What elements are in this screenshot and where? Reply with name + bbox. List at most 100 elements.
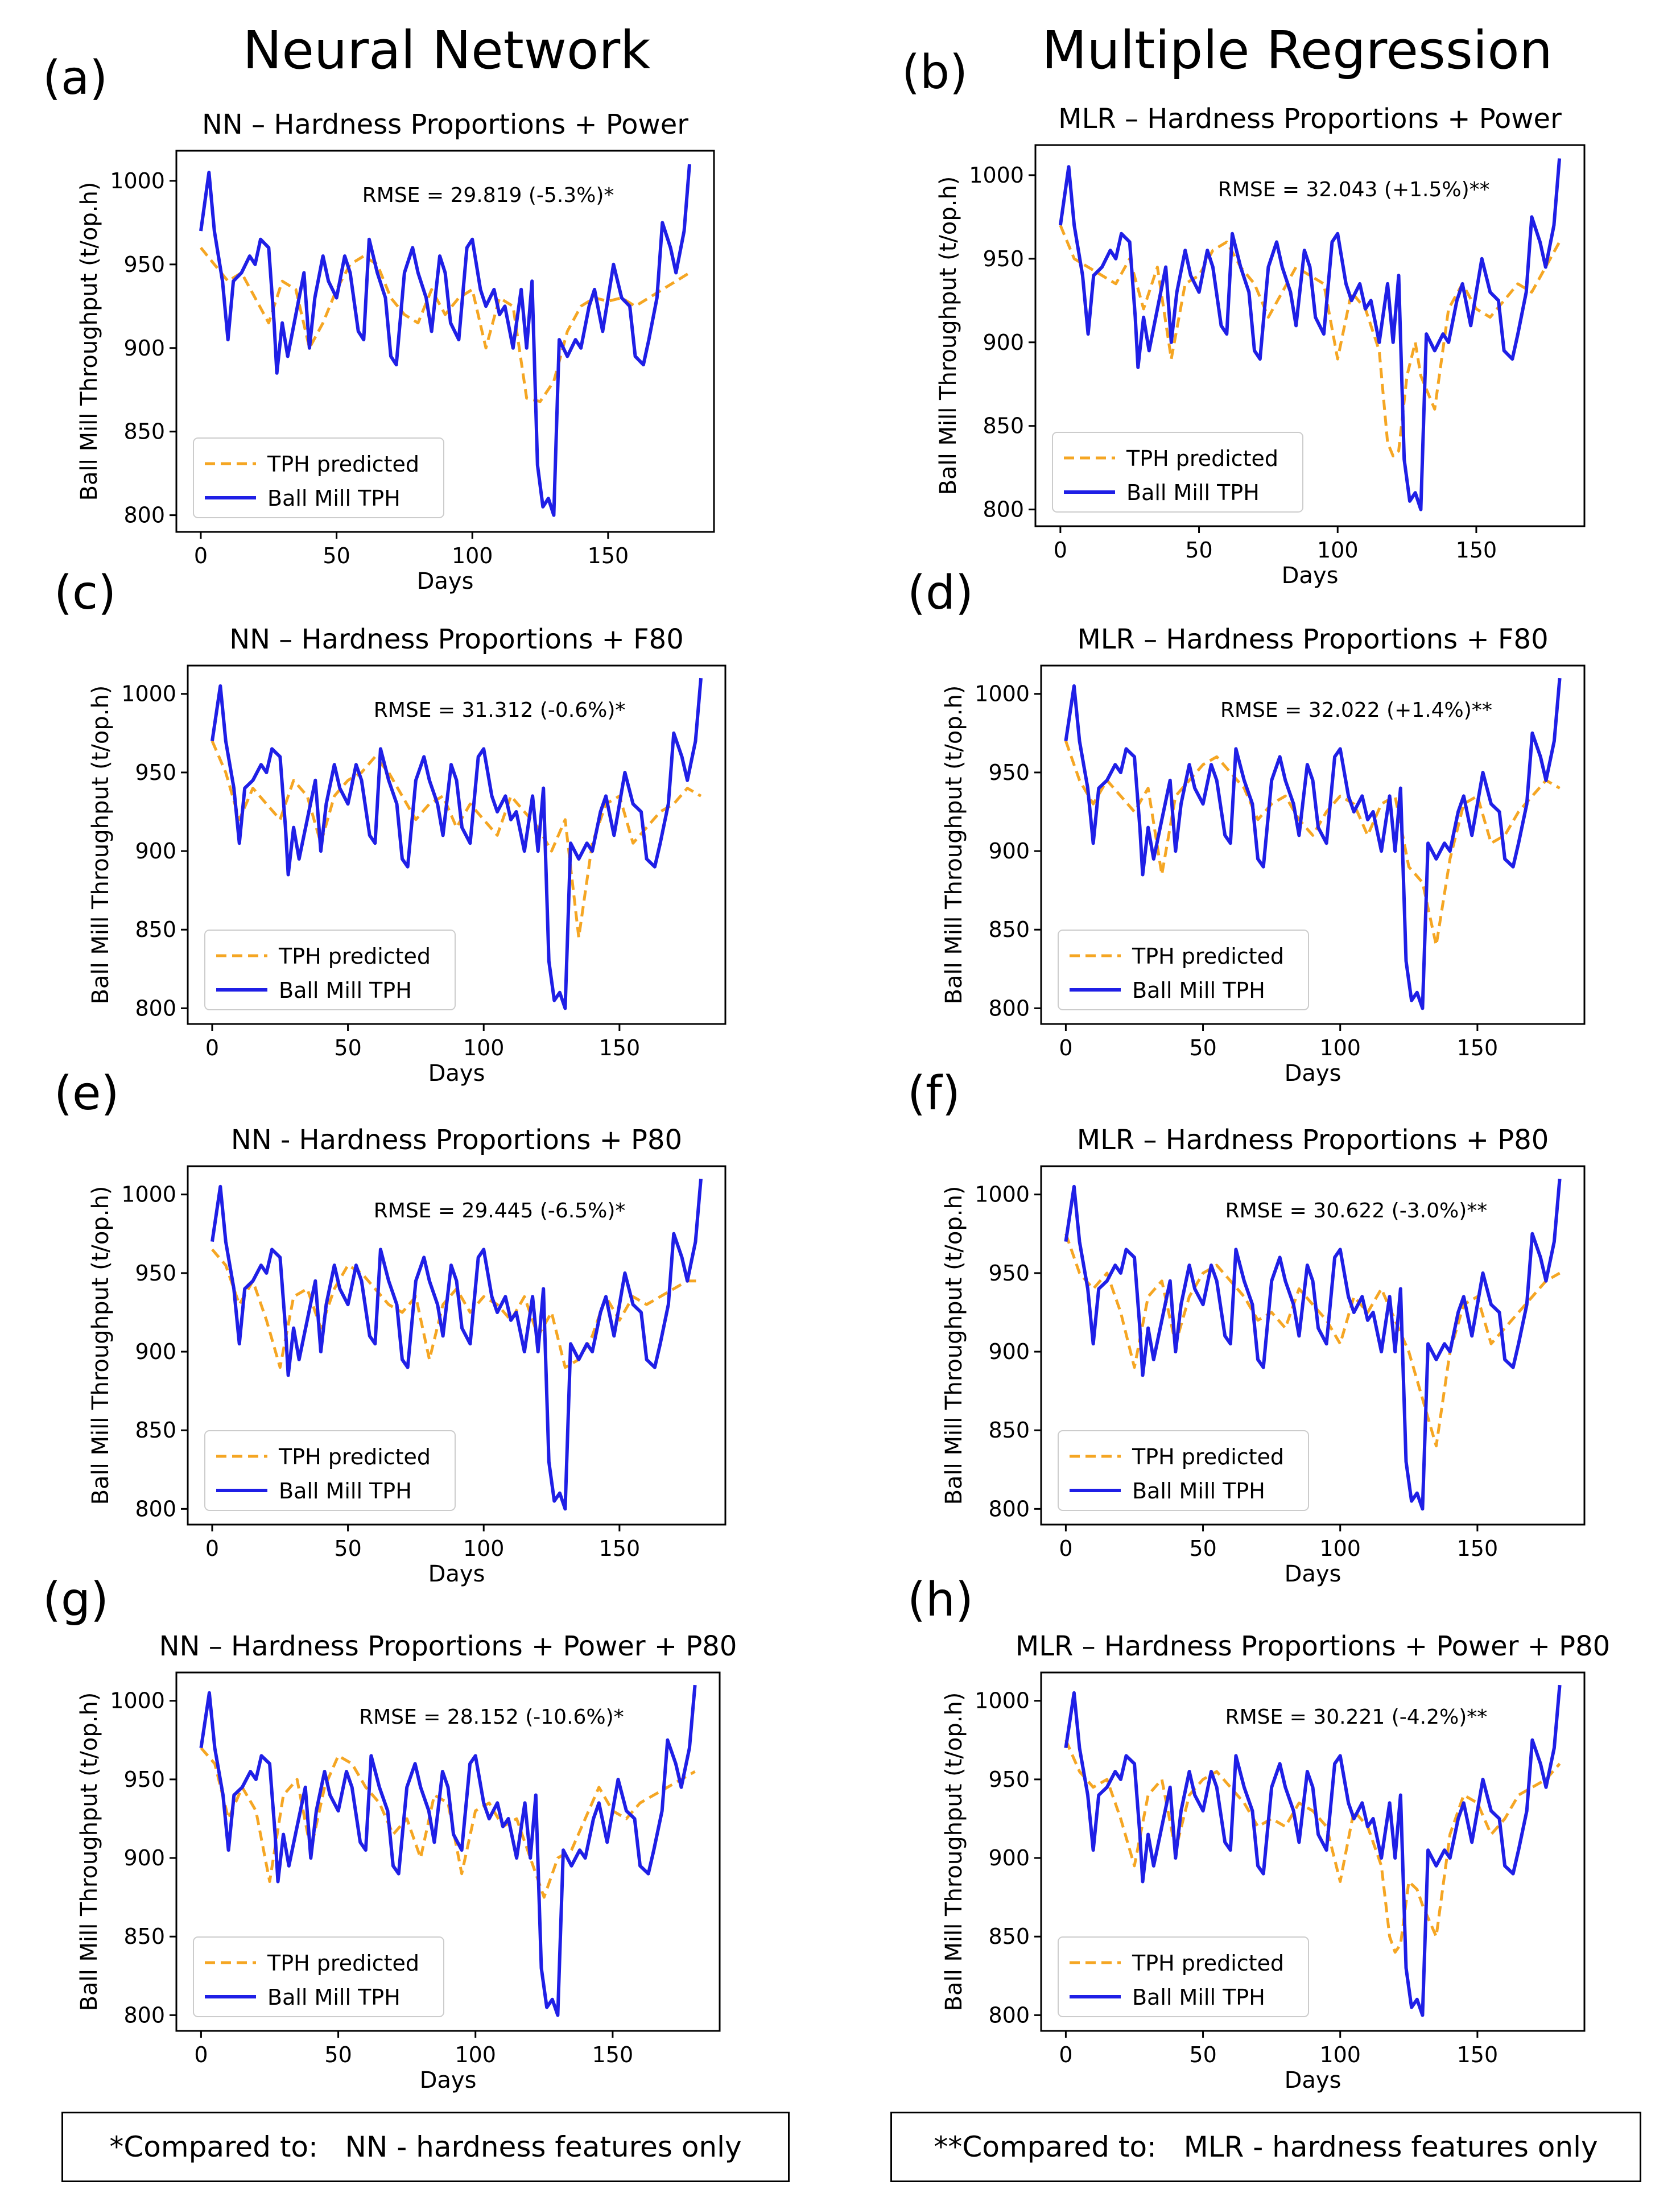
y-tick-label: 1000	[110, 1688, 165, 1713]
x-tick-label: 150	[588, 543, 629, 568]
rmse-annotation: RMSE = 32.022 (+1.4%)**	[1220, 699, 1492, 722]
y-axis-label: Ball Mill Throughput (t/op.h)	[88, 1186, 114, 1505]
y-axis-label: Ball Mill Throughput (t/op.h)	[76, 182, 102, 501]
rmse-annotation: RMSE = 31.312 (-0.6%)*	[374, 699, 626, 722]
panel-label: (f)	[907, 1067, 960, 1121]
x-tick-label: 50	[1189, 1536, 1216, 1561]
rmse-annotation: RMSE = 32.043 (+1.5%)**	[1218, 178, 1490, 201]
y-tick-label: 1000	[110, 168, 165, 193]
y-tick-label: 1000	[121, 1182, 176, 1207]
panel-label: (e)	[54, 1067, 119, 1121]
plot-frame	[187, 664, 727, 1025]
y-tick-label: 900	[135, 1339, 176, 1364]
x-tick-label: 150	[1457, 1035, 1499, 1060]
y-tick-label: 950	[135, 760, 176, 785]
rmse-annotation: RMSE = 28.152 (-10.6%)*	[359, 1705, 624, 1729]
chart-title: NN – Hardness Proportions + Power + P80	[159, 1630, 737, 1662]
y-tick-label: 950	[988, 760, 1030, 785]
legend-label: TPH predicted	[1132, 1951, 1284, 1976]
legend-label: Ball Mill TPH	[1132, 1985, 1265, 2010]
y-tick-label: 900	[983, 330, 1024, 355]
chart-title: MLR – Hardness Proportions + F80	[1077, 623, 1548, 655]
x-tick-label: 50	[324, 2042, 352, 2067]
y-tick-label: 800	[135, 1496, 176, 1521]
chart-title: MLR – Hardness Proportions + Power + P80	[1016, 1630, 1610, 1662]
x-tick-label: 150	[1456, 538, 1497, 563]
y-tick-label: 950	[135, 1261, 176, 1286]
y-tick-label: 1000	[121, 682, 176, 707]
y-tick-label: 850	[135, 917, 176, 942]
y-tick-label: 800	[123, 2002, 165, 2027]
panel-label: (d)	[907, 566, 973, 620]
series-line-actual	[1058, 158, 1562, 511]
rmse-annotation: RMSE = 29.819 (-5.3%)*	[362, 184, 614, 207]
legend-label: Ball Mill TPH	[267, 486, 401, 511]
x-axis-label: Days	[428, 1561, 485, 1587]
series-line-predicted	[1064, 1739, 1561, 1954]
panel-label: (b)	[902, 46, 968, 100]
series-line-predicted	[1059, 225, 1561, 458]
x-tick-label: 150	[592, 2042, 634, 2067]
y-tick-label: 900	[123, 1845, 165, 1870]
footnote-mlr: **Compared to: MLR - hardness features o…	[890, 2112, 1641, 2182]
y-axis-label: Ball Mill Throughput (t/op.h)	[76, 1692, 102, 2012]
rmse-annotation: RMSE = 30.622 (-3.0%)**	[1225, 1199, 1488, 1223]
chart-h: (h) MLR – Hardness Proportions + Power + …	[907, 1573, 1610, 2093]
panel-label: (h)	[907, 1573, 973, 1627]
legend-label: Ball Mill TPH	[1132, 978, 1265, 1003]
y-tick-label: 1000	[975, 1688, 1030, 1713]
x-tick-label: 0	[1054, 538, 1067, 563]
legend-label: Ball Mill TPH	[279, 978, 412, 1003]
x-tick-label: 100	[1317, 538, 1359, 563]
x-axis-label: Days	[1285, 1561, 1341, 1587]
x-tick-label: 100	[463, 1035, 505, 1060]
x-axis-label: Days	[1285, 1060, 1341, 1087]
x-tick-label: 50	[334, 1035, 361, 1060]
chart-d: (d) MLR – Hardness Proportions + F80 0 50 10…	[907, 566, 1586, 1087]
series-line-actual	[210, 1178, 703, 1511]
y-tick-label: 800	[988, 2002, 1030, 2027]
x-axis-label: Days	[1285, 2067, 1341, 2093]
x-axis-label: Days	[428, 1060, 485, 1087]
plot-frame	[1040, 664, 1586, 1025]
x-tick-label: 0	[1059, 2042, 1072, 2067]
y-axis-label: Ball Mill Throughput (t/op.h)	[941, 685, 967, 1005]
x-tick-label: 50	[323, 543, 350, 568]
y-tick-label: 850	[988, 1418, 1030, 1443]
y-tick-label: 850	[988, 1924, 1030, 1949]
legend-label: Ball Mill TPH	[1132, 1479, 1265, 1504]
x-axis-label: Days	[420, 2067, 477, 2093]
legend-label: Ball Mill TPH	[267, 1985, 401, 2010]
y-tick-label: 800	[988, 996, 1030, 1021]
legend-label: TPH predicted	[1126, 446, 1278, 471]
footnote-nn: *Compared to: NN - hardness features onl…	[61, 2112, 790, 2182]
chart-e: (e) NN - Hardness Proportions + P80 0 50 100…	[54, 1067, 727, 1587]
y-tick-label: 850	[988, 917, 1030, 942]
panels: (a) NN – Hardness Proportions + Power 0 50 1…	[43, 46, 1610, 2093]
panel-label: (c)	[54, 566, 116, 620]
x-axis-label: Days	[417, 568, 474, 594]
x-tick-label: 0	[205, 1035, 219, 1060]
x-tick-label: 100	[455, 2042, 496, 2067]
legend-label: TPH predicted	[278, 1444, 431, 1469]
legend-label: Ball Mill TPH	[279, 1479, 412, 1504]
legend-label: TPH predicted	[267, 452, 419, 477]
x-tick-label: 100	[1319, 2042, 1361, 2067]
y-axis-label: Ball Mill Throughput (t/op.h)	[941, 1692, 967, 2012]
y-tick-label: 800	[983, 497, 1024, 522]
y-tick-label: 800	[988, 1496, 1030, 1521]
plot-frame	[1034, 144, 1586, 527]
chart-f: (f) MLR – Hardness Proportions + P80 0 50 10…	[907, 1067, 1586, 1587]
x-tick-label: 50	[1185, 538, 1212, 563]
y-tick-label: 850	[123, 419, 165, 444]
x-tick-label: 150	[1457, 1536, 1499, 1561]
chart-c: (c) NN – Hardness Proportions + F80 0 50 100…	[54, 566, 727, 1087]
x-tick-label: 50	[1189, 1035, 1216, 1060]
series-line-actual	[1064, 1684, 1562, 2017]
y-tick-label: 950	[983, 246, 1024, 271]
rmse-annotation: RMSE = 30.221 (-4.2%)**	[1225, 1705, 1488, 1729]
series-line-actual	[199, 164, 691, 517]
x-tick-label: 50	[334, 1536, 361, 1561]
y-tick-label: 1000	[975, 1182, 1030, 1207]
